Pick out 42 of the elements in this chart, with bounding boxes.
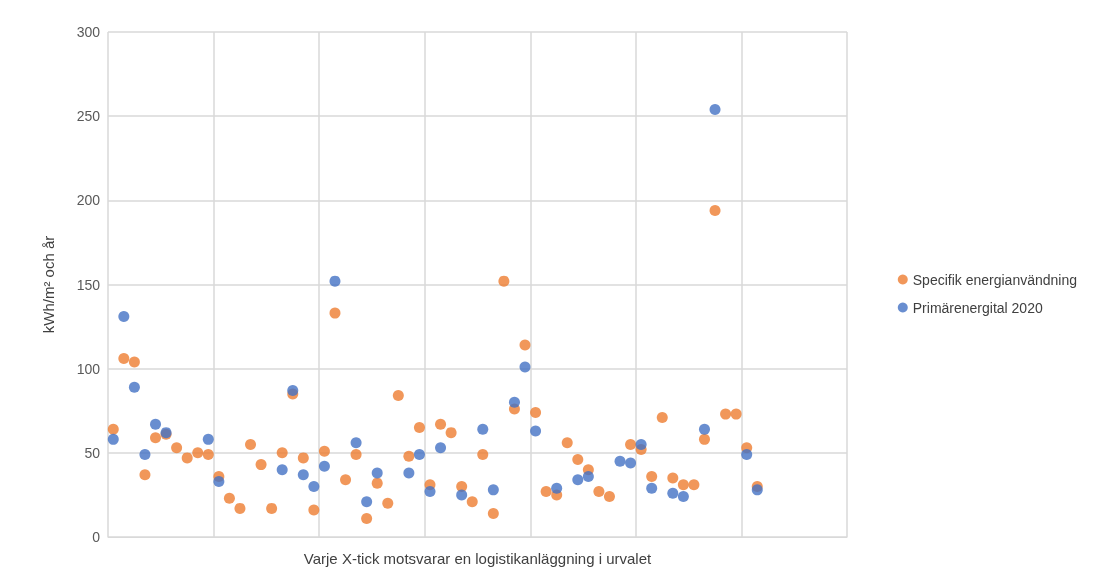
- point: [403, 467, 415, 479]
- point: [456, 489, 468, 501]
- point: [646, 482, 658, 494]
- point: [519, 361, 531, 373]
- point: [318, 460, 330, 472]
- y-tick-label: 50: [84, 444, 101, 461]
- point: [487, 484, 499, 496]
- y-tick-label: 100: [76, 360, 101, 377]
- point: [118, 310, 130, 322]
- y-axis-title: kWh/m² och år: [40, 235, 57, 334]
- point: [128, 381, 140, 393]
- y-tick-label: 200: [76, 192, 101, 209]
- point: [308, 481, 320, 492]
- y-tick-label: 150: [76, 276, 101, 293]
- point: [677, 491, 689, 503]
- point: [107, 433, 119, 445]
- point: [667, 487, 679, 499]
- point: [751, 484, 763, 496]
- legend-label: Primärenergital 2020: [912, 299, 1043, 316]
- point: [477, 423, 489, 435]
- y-tick-label: 0: [92, 529, 101, 545]
- point: [276, 464, 288, 476]
- point: [202, 433, 214, 445]
- point: [150, 418, 162, 430]
- point: [297, 469, 309, 481]
- point: [435, 442, 447, 454]
- legend-label: Specifik energianvändning: [912, 271, 1078, 288]
- point: [530, 425, 542, 437]
- point: [614, 455, 626, 467]
- point: [698, 423, 710, 435]
- point: [413, 449, 425, 461]
- point: [361, 496, 373, 508]
- point: [371, 467, 383, 479]
- point: [139, 449, 151, 461]
- point: [329, 275, 341, 287]
- y-tick-label: 250: [76, 108, 101, 125]
- x-axis-title: Varje X-tick motsvarar en logistikanläggning i urvalet: [303, 550, 653, 567]
- point: [625, 457, 637, 469]
- point: [572, 474, 584, 486]
- point: [709, 103, 721, 115]
- y-tick-label: 300: [76, 24, 101, 40]
- point: [350, 437, 362, 449]
